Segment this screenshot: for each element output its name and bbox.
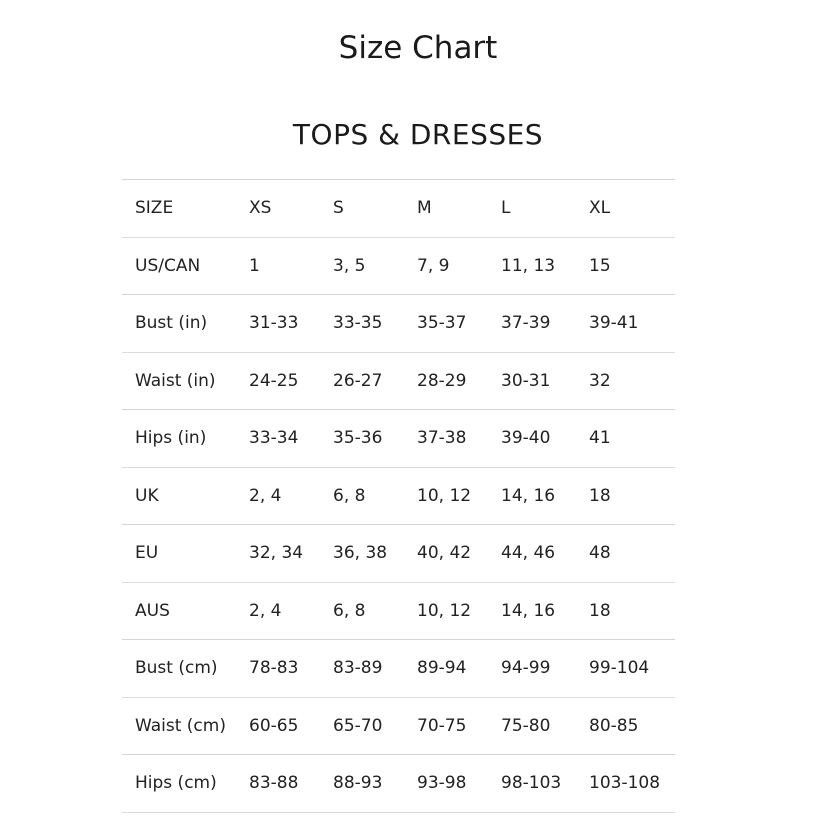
table-row: Waist (cm) 60-65 65-70 70-75 75-80 80-85 bbox=[122, 697, 675, 755]
table-cell: 33-35 bbox=[333, 313, 383, 334]
table-cell: 24-25 bbox=[249, 370, 299, 391]
table-cell: 93-98 bbox=[417, 773, 467, 794]
table-cell: L bbox=[501, 198, 511, 219]
row-label: EU bbox=[135, 543, 159, 564]
table-cell: 48 bbox=[589, 543, 611, 564]
table-cell: 89-94 bbox=[417, 658, 467, 679]
table-row: Waist (in) 24-25 26-27 28-29 30-31 32 bbox=[122, 352, 675, 410]
size-chart-table: SIZE XS S M L XL US/CAN 1 3, 5 7, 9 11, 13 15 Bust (… bbox=[122, 179, 675, 813]
row-label: Hips (cm) bbox=[135, 773, 217, 794]
table-cell: 33-34 bbox=[249, 428, 299, 449]
page-title: Size Chart bbox=[338, 30, 498, 66]
table-cell: 44, 46 bbox=[501, 543, 556, 564]
table-cell: 18 bbox=[589, 485, 611, 506]
table-cell: 2, 4 bbox=[249, 485, 282, 506]
table-row: AUS 2, 4 6, 8 10, 12 14, 16 18 bbox=[122, 582, 675, 640]
table-cell: 14, 16 bbox=[501, 600, 556, 621]
table-cell: 26-27 bbox=[333, 370, 383, 391]
table-cell: 99-104 bbox=[589, 658, 650, 679]
row-label: Hips (in) bbox=[135, 428, 207, 449]
table-cell: 6, 8 bbox=[333, 485, 366, 506]
row-label: UK bbox=[135, 485, 159, 506]
table-row: Bust (cm) 78-83 83-89 89-94 94-99 99-104 bbox=[122, 639, 675, 698]
row-label: Waist (cm) bbox=[135, 715, 226, 736]
section-title: TOPS & DRESSES bbox=[292, 118, 544, 151]
table-cell: 83-88 bbox=[249, 773, 299, 794]
table-cell: 83-89 bbox=[333, 658, 383, 679]
table-cell: 7, 9 bbox=[417, 255, 450, 276]
table-cell: 32, 34 bbox=[249, 543, 304, 564]
table-header-row: SIZE XS S M L XL bbox=[122, 179, 675, 238]
table-cell: 15 bbox=[589, 255, 611, 276]
table-cell: 35-36 bbox=[333, 428, 383, 449]
table-cell: 10, 12 bbox=[417, 600, 472, 621]
table-cell: M bbox=[417, 198, 432, 219]
table-cell: 3, 5 bbox=[333, 255, 366, 276]
table-cell: 78-83 bbox=[249, 658, 299, 679]
table-row: US/CAN 1 3, 5 7, 9 11, 13 15 bbox=[122, 237, 675, 295]
table-cell: 37-38 bbox=[417, 428, 467, 449]
table-cell: 39-41 bbox=[589, 313, 639, 334]
table-cell: 6, 8 bbox=[333, 600, 366, 621]
table-cell: 18 bbox=[589, 600, 611, 621]
table-cell: 70-75 bbox=[417, 715, 467, 736]
table-cell: 1 bbox=[249, 255, 260, 276]
table-cell: XS bbox=[249, 198, 272, 219]
table-cell: 40, 42 bbox=[417, 543, 472, 564]
table-cell: 32 bbox=[589, 370, 611, 391]
table-cell: XL bbox=[589, 198, 611, 219]
table-cell: 39-40 bbox=[501, 428, 551, 449]
table-cell: 65-70 bbox=[333, 715, 383, 736]
table-cell: 14, 16 bbox=[501, 485, 556, 506]
table-cell: 36, 38 bbox=[333, 543, 388, 564]
table-cell: 37-39 bbox=[501, 313, 551, 334]
table-cell: 88-93 bbox=[333, 773, 383, 794]
table-row: Hips (cm) 83-88 88-93 93-98 98-103 103-108 bbox=[122, 754, 675, 812]
table-cell: 94-99 bbox=[501, 658, 551, 679]
table-cell: 98-103 bbox=[501, 773, 562, 794]
row-label: Bust (cm) bbox=[135, 658, 218, 679]
table-row: Bust (in) 31-33 33-35 35-37 37-39 39-41 bbox=[122, 294, 675, 353]
table-cell: 30-31 bbox=[501, 370, 551, 391]
row-label: AUS bbox=[135, 600, 170, 621]
table-cell: 2, 4 bbox=[249, 600, 282, 621]
row-label: US/CAN bbox=[135, 255, 201, 276]
table-cell: 28-29 bbox=[417, 370, 467, 391]
table-cell: 80-85 bbox=[589, 715, 639, 736]
table-cell: S bbox=[333, 198, 344, 219]
row-label: Waist (in) bbox=[135, 370, 216, 391]
row-label: SIZE bbox=[135, 198, 174, 219]
table-cell: 10, 12 bbox=[417, 485, 472, 506]
table-cell: 41 bbox=[589, 428, 611, 449]
table-row: UK 2, 4 6, 8 10, 12 14, 16 18 bbox=[122, 467, 675, 525]
table-cell: 60-65 bbox=[249, 715, 299, 736]
table-cell: 31-33 bbox=[249, 313, 299, 334]
row-label: Bust (in) bbox=[135, 313, 208, 334]
table-row: EU 32, 34 36, 38 40, 42 44, 46 48 bbox=[122, 524, 675, 583]
table-cell: 11, 13 bbox=[501, 255, 556, 276]
table-cell: 75-80 bbox=[501, 715, 551, 736]
table-cell: 35-37 bbox=[417, 313, 467, 334]
table-cell: 103-108 bbox=[589, 773, 661, 794]
table-row: Hips (in) 33-34 35-36 37-38 39-40 41 bbox=[122, 409, 675, 468]
